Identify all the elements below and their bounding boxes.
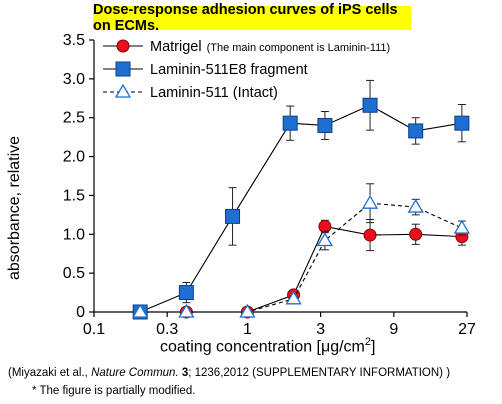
x-axis-label: coating concentration [μg/cm2] — [160, 336, 375, 356]
laminin-511e8-legend-name: Laminin-511E8 fragment — [150, 62, 308, 78]
x-axis-label-superscript: 2 — [364, 336, 372, 348]
laminin-511e8-point — [282, 115, 298, 131]
y-tick-label: 1.5 — [63, 187, 85, 204]
y-tick-label: 0 — [76, 304, 85, 321]
chart-title: Dose-response adhesion curves of iPS cel… — [93, 2, 398, 34]
matrigel-legend-marker — [116, 39, 130, 53]
x-axis-label-main: coating concentration [μg/cm — [160, 338, 365, 356]
laminin-511-point — [285, 290, 302, 305]
x-axis-label-close: ] — [371, 338, 376, 356]
laminin-511-point — [178, 303, 195, 318]
laminin-511e8-point — [408, 123, 424, 139]
matrigel-point — [409, 227, 423, 241]
laminin-511-point — [316, 232, 334, 247]
citation-journal: Nature Commun. — [91, 367, 179, 379]
laminin-511e8-legend-marker — [115, 61, 131, 77]
chart-title-banner: Dose-response adhesion curves of iPS cel… — [93, 2, 411, 34]
matrigel-legend-label: Matrigel (The main component is Laminin-1… — [150, 39, 390, 55]
laminin-511-point — [407, 198, 424, 213]
laminin-511e8-point — [317, 117, 333, 133]
y-tick-label: 2.0 — [63, 149, 85, 166]
x-tick-label: 0.3 — [156, 321, 178, 338]
laminin-511e8-point — [454, 115, 470, 131]
laminin-511-legend-name: Laminin-511 (Intact) — [150, 85, 278, 101]
laminin-511-legend-marker — [114, 83, 132, 98]
x-tick-label: 9 — [389, 321, 398, 338]
x-tick-label: 0.1 — [83, 321, 105, 338]
x-tick-label: 1 — [243, 321, 252, 338]
matrigel-legend-note: (The main component is Laminin-111) — [207, 42, 391, 54]
laminin-511-point — [361, 194, 379, 209]
citation-volume: 3 — [178, 367, 189, 379]
laminin-511e8-point — [362, 97, 378, 113]
y-axis-label: absorbance, relative — [6, 135, 23, 280]
y-tick-label: 0.5 — [63, 265, 85, 282]
citation: (Miyazaki et al., Nature Commun. 3; 1236… — [8, 367, 450, 379]
matrigel-legend-name: Matrigel — [150, 39, 202, 55]
laminin-511e8-point — [178, 285, 194, 301]
citation-post: ; 1236,2012 (SUPPLEMENTARY INFORMATION) … — [188, 367, 451, 379]
laminin-511-point — [132, 303, 149, 318]
y-tick-label: 3.0 — [63, 71, 85, 88]
y-tick-label: 1.0 — [63, 226, 85, 243]
laminin-511e8-point — [225, 208, 241, 224]
matrigel-point — [363, 228, 377, 242]
modification-note: * The figure is partially modified. — [32, 385, 196, 397]
laminin-511-legend-label: Laminin-511 (Intact) — [150, 85, 278, 101]
laminin-511-point — [453, 219, 471, 234]
x-tick-label: 3 — [316, 321, 325, 338]
citation-pre: (Miyazaki et al., — [8, 367, 92, 379]
laminin-511e8-legend-label: Laminin-511E8 fragment — [150, 62, 308, 78]
y-tick-label: 3.5 — [63, 32, 85, 49]
laminin-511-point — [239, 303, 256, 318]
laminin-511e8-series-line — [139, 104, 462, 313]
x-tick-label: 27 — [458, 321, 476, 338]
y-tick-label: 2.5 — [63, 110, 85, 127]
laminin-511-series-line — [140, 202, 463, 313]
